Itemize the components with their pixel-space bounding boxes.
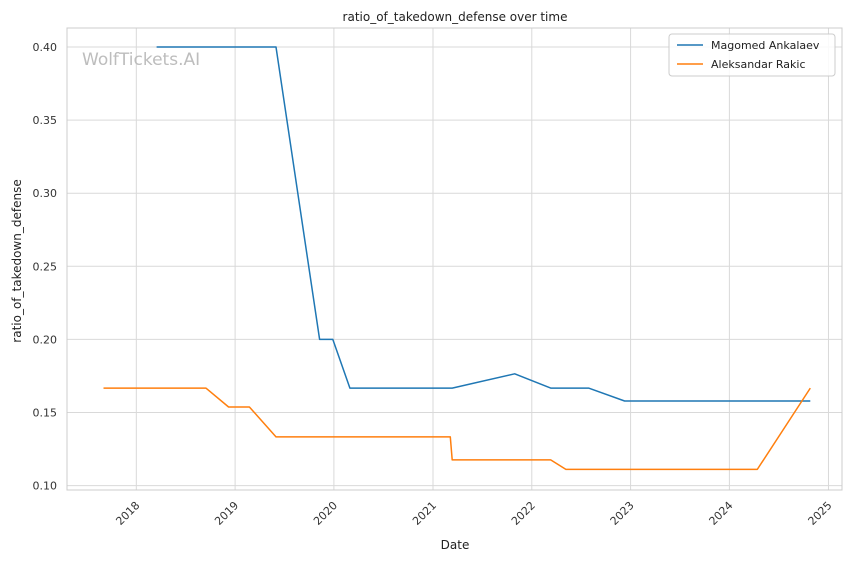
legend: Magomed Ankalaev Aleksandar Rakic — [668, 33, 836, 77]
plot-frame — [66, 27, 843, 491]
series-line-magomed-ankalaev — [156, 46, 811, 402]
grid — [67, 28, 842, 490]
legend-label-aleksandar-rakic: Aleksandar Rakic — [711, 58, 806, 71]
chart-title: ratio_of_takedown_defense over time — [343, 10, 568, 24]
y-tick-label: 0.35 — [33, 114, 58, 127]
series-layer — [103, 46, 811, 471]
y-tick-label: 0.30 — [33, 187, 58, 200]
y-tick-label: 0.25 — [33, 260, 58, 273]
y-tick-labels: 0.10 0.15 0.20 0.25 0.30 0.35 0.40 — [33, 41, 58, 493]
series-line-aleksandar-rakic — [103, 387, 811, 471]
y-tick-label: 0.10 — [33, 480, 58, 493]
y-tick-label: 0.20 — [33, 333, 58, 346]
y-tick-label: 0.40 — [33, 41, 58, 54]
legend-box — [668, 33, 836, 77]
legend-label-magomed-ankalaev: Magomed Ankalaev — [711, 39, 820, 52]
watermark: WolfTickets.AI — [82, 50, 200, 70]
y-axis-title: ratio_of_takedown_defense — [10, 179, 24, 342]
y-tick-label: 0.15 — [33, 407, 58, 420]
x-axis-title: Date — [441, 538, 470, 552]
